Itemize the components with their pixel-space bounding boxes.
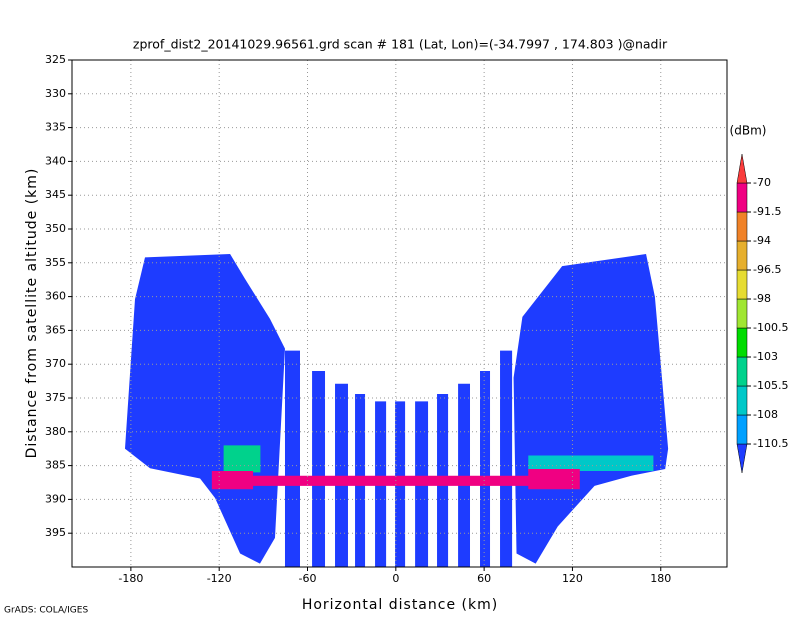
colorbar-label: -100.5 <box>753 321 788 334</box>
x-tick-label: 120 <box>562 572 583 585</box>
y-tick-label: 345 <box>45 188 66 201</box>
y-tick-label: 335 <box>45 121 66 134</box>
colorbar-segment <box>736 414 748 445</box>
y-tick-label: 365 <box>45 323 66 336</box>
x-tick-label: -60 <box>299 572 317 585</box>
region <box>124 254 285 564</box>
colorbar-segment <box>736 240 748 271</box>
colorbar-segment <box>736 385 748 416</box>
x-tick-label: -180 <box>118 572 143 585</box>
chart-title: zprof_dist2_20141029.96561.grd scan # 18… <box>133 37 668 52</box>
colorbar-label: -103 <box>753 350 778 363</box>
y-tick-label: 330 <box>45 87 66 100</box>
plot-frame <box>71 59 728 568</box>
x-tick-label: 0 <box>392 572 399 585</box>
x-tick-label: 60 <box>477 572 491 585</box>
y-tick-label: 385 <box>45 459 66 472</box>
colorbar-segment <box>736 327 748 358</box>
region <box>312 370 326 567</box>
region <box>513 254 669 564</box>
region <box>335 383 348 567</box>
y-tick-label: 350 <box>45 222 66 235</box>
colorbar-label: -70 <box>753 176 771 189</box>
colorbar-segment <box>736 182 748 213</box>
y-axis-label: Distance from satellite altitude (km) <box>24 168 40 459</box>
y-tick-label: 380 <box>45 425 66 438</box>
colorbar-arrow <box>736 153 748 184</box>
colorbar-label: -94 <box>753 234 771 247</box>
y-tick-label: 395 <box>45 526 66 539</box>
colorbar-label: -96.5 <box>753 263 781 276</box>
x-axis-label: Horizontal distance (km) <box>302 597 498 613</box>
y-tick-label: 375 <box>45 391 66 404</box>
region <box>211 468 580 490</box>
field <box>124 254 669 567</box>
y-tick-label: 370 <box>45 357 66 370</box>
colorbar-segment <box>736 298 748 329</box>
colorbar-segment <box>736 356 748 387</box>
region <box>480 370 491 567</box>
colorbar-label: -91.5 <box>753 205 781 218</box>
footer: GrADS: COLA/IGES <box>4 606 88 616</box>
colorbar-label: -98 <box>753 292 771 305</box>
colorbar-label: -105.5 <box>753 379 788 392</box>
region <box>284 350 300 567</box>
y-tick-label: 355 <box>45 256 66 269</box>
colorbar-segment <box>736 211 748 242</box>
colorbar-arrow <box>736 443 748 474</box>
colorbar-label: -108 <box>753 408 778 421</box>
y-tick-label: 325 <box>45 53 66 66</box>
colorbar-segment <box>736 269 748 300</box>
x-tick-label: 180 <box>650 572 671 585</box>
region <box>223 445 261 473</box>
x-tick-label: -120 <box>207 572 232 585</box>
colorbar-label: -110.5 <box>753 437 788 450</box>
region <box>528 455 654 472</box>
y-tick-label: 340 <box>45 154 66 167</box>
region <box>458 383 471 567</box>
region <box>500 350 513 567</box>
y-tick-label: 360 <box>45 290 66 303</box>
y-tick-label: 390 <box>45 492 66 505</box>
colorbar-unit: (dBm) <box>730 124 767 138</box>
